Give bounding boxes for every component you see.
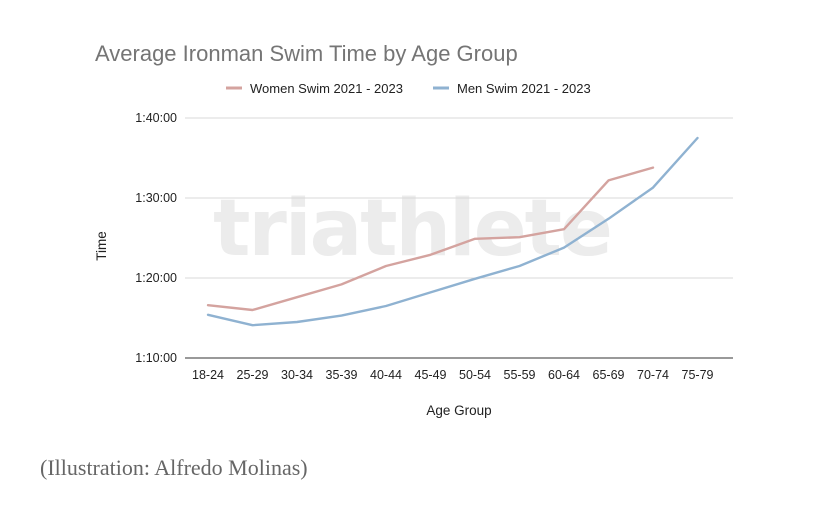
y-tick-label: 1:30:00 xyxy=(135,191,177,205)
y-axis-ticks: 1:10:00 1:20:00 1:30:00 1:40:00 xyxy=(135,111,177,365)
gridlines xyxy=(185,117,733,359)
series-line-men xyxy=(206,136,699,327)
y-tick-label: 1:40:00 xyxy=(135,111,177,125)
series-lines xyxy=(206,136,699,327)
swim-time-line-chart: triathlete Average Ironman Swim Time by … xyxy=(94,41,733,418)
legend: Women Swim 2021 - 2023 Men Swim 2021 - 2… xyxy=(226,81,591,96)
x-axis-label: Age Group xyxy=(426,403,491,418)
image-caption: (Illustration: Alfredo Molinas) xyxy=(40,455,308,480)
x-tick-label: 40-44 xyxy=(370,368,402,382)
chart-title: Average Ironman Swim Time by Age Group xyxy=(95,41,518,66)
x-tick-label: 25-29 xyxy=(237,368,269,382)
chart-area: triathlete Average Ironman Swim Time by … xyxy=(94,41,733,418)
x-tick-label: 45-49 xyxy=(415,368,447,382)
x-tick-label: 35-39 xyxy=(326,368,358,382)
y-tick-label: 1:10:00 xyxy=(135,351,177,365)
y-tick-label: 1:20:00 xyxy=(135,271,177,285)
legend-label-men: Men Swim 2021 - 2023 xyxy=(457,81,591,96)
x-tick-label: 65-69 xyxy=(593,368,625,382)
x-tick-label: 50-54 xyxy=(459,368,491,382)
x-tick-label: 70-74 xyxy=(637,368,669,382)
series-line-women xyxy=(206,166,655,312)
x-tick-label: 18-24 xyxy=(192,368,224,382)
x-tick-label: 30-34 xyxy=(281,368,313,382)
x-tick-label: 55-59 xyxy=(504,368,536,382)
x-axis-ticks: 18-24 25-29 30-34 35-39 40-44 45-49 50-54 55-59… xyxy=(192,368,714,382)
y-axis-label: Time xyxy=(94,231,109,261)
x-tick-label: 60-64 xyxy=(548,368,580,382)
x-tick-label: 75-79 xyxy=(682,368,714,382)
legend-label-women: Women Swim 2021 - 2023 xyxy=(250,81,403,96)
